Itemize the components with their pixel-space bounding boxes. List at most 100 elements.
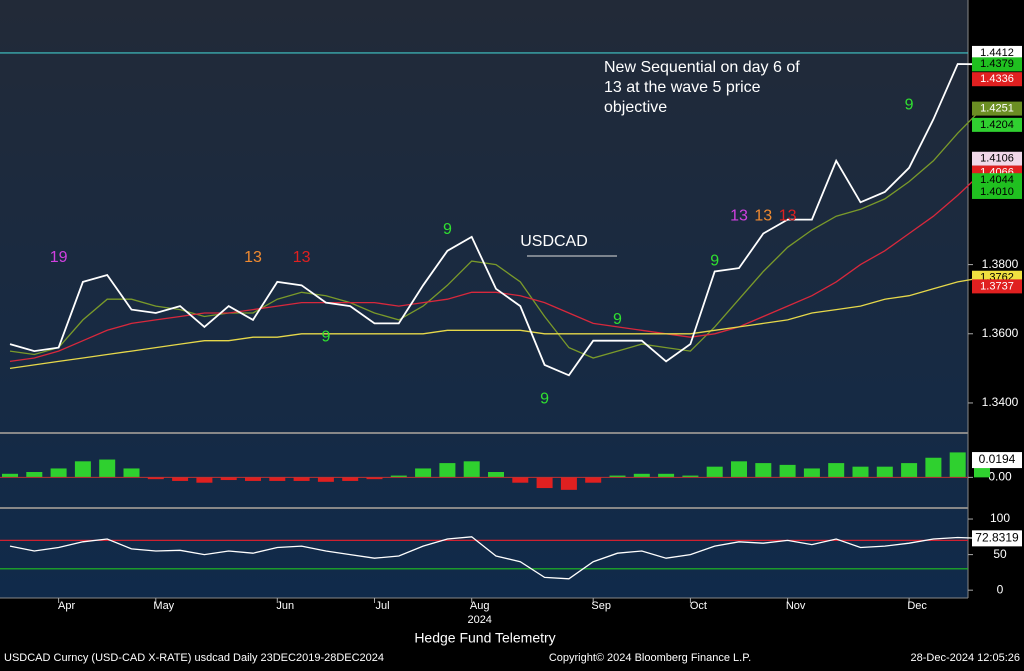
bar <box>390 475 407 478</box>
x-tick-label: Apr <box>58 600 75 612</box>
sequential-count: 9 <box>443 221 452 238</box>
brand: Hedge Fund Telemetry <box>414 630 555 646</box>
price-tag-label: 1.4010 <box>980 186 1014 198</box>
sequential-count: 9 <box>905 97 914 114</box>
bar <box>99 459 116 478</box>
copyright: Copyright© 2024 Bloomberg Finance L.P. <box>549 652 751 664</box>
annotation: New Sequential on day 6 of 13 at the wav… <box>604 59 800 116</box>
x-tick-label: Oct <box>690 600 707 612</box>
bar <box>658 473 675 478</box>
x-tick-label: Dec <box>907 600 927 612</box>
plot-background <box>0 0 968 598</box>
bar <box>925 457 942 478</box>
bar <box>633 473 650 478</box>
bar <box>488 472 504 478</box>
bar <box>852 466 869 478</box>
bar <box>366 477 383 480</box>
bar <box>74 461 91 478</box>
y-tick-label: 100 <box>990 511 1010 525</box>
sequential-count: 13 <box>730 207 748 224</box>
price-tag-label: 1.4336 <box>980 73 1014 85</box>
bar <box>123 468 140 478</box>
price-tag <box>972 184 1022 199</box>
timestamp: 28-Dec-2024 12:05:26 <box>911 652 1020 664</box>
sequential-count: 13 <box>754 207 772 224</box>
series-line <box>9 536 983 580</box>
security-info: USDCAD Curncy (USD-CAD X-RATE) usdcad Da… <box>4 652 384 664</box>
price-tag-label: 1.4204 <box>980 119 1014 131</box>
bar <box>585 477 602 483</box>
x-tick-label: Jun <box>276 600 294 612</box>
bar <box>245 477 261 481</box>
bar <box>803 468 820 478</box>
last-value-tag <box>972 530 1022 547</box>
bar <box>512 477 529 483</box>
bar <box>876 466 893 478</box>
bar <box>269 477 286 481</box>
y-tick-label: 50 <box>993 547 1007 561</box>
price-tag-label: 1.4106 <box>980 153 1014 165</box>
bar <box>220 477 237 481</box>
bar <box>172 477 189 481</box>
sequential-count: 9 <box>321 328 330 345</box>
price-tag <box>972 101 1022 116</box>
price-tag <box>972 72 1022 87</box>
last-value-label: 72.8319 <box>975 531 1019 545</box>
x-tick-label: Sep <box>591 600 611 612</box>
bar <box>342 477 359 481</box>
y-tick-label: 1.3800 <box>982 257 1019 271</box>
price-tag-label: 1.4251 <box>980 103 1014 115</box>
y-tick-label: 1.3400 <box>982 395 1019 409</box>
sequential-count: 9 <box>540 391 549 408</box>
price-tag <box>972 173 1022 188</box>
series-line <box>9 172 983 363</box>
price-tag <box>972 117 1022 132</box>
sequential-count: 13 <box>779 207 797 224</box>
bar <box>779 464 796 478</box>
axis-background <box>968 0 1024 598</box>
bar <box>755 463 772 478</box>
price-tag-label: 1.4379 <box>980 58 1014 70</box>
bar <box>2 473 18 478</box>
bar <box>828 463 845 478</box>
sequential-count: 9 <box>710 252 719 269</box>
price-tag-label: 1.3737 <box>980 280 1014 292</box>
sequential-count: 19 <box>50 249 68 266</box>
y-tick-label: 1.3600 <box>982 326 1019 340</box>
sequential-count: 9 <box>613 311 622 328</box>
bar <box>901 463 918 478</box>
y-tick-label: 0.00 <box>988 470 1012 484</box>
bar <box>26 472 43 478</box>
bar <box>560 477 577 490</box>
bar <box>293 477 310 481</box>
price-tag-label: 1.4412 <box>980 47 1014 59</box>
bar <box>949 452 966 478</box>
bar <box>536 477 553 489</box>
price-tag <box>972 57 1022 72</box>
sequential-count: 13 <box>244 249 262 266</box>
year-label: 2024 <box>467 614 491 626</box>
bar <box>147 477 164 480</box>
bar <box>439 463 456 478</box>
bar <box>50 468 67 478</box>
sequential-count: 13 <box>293 249 311 266</box>
x-tick-label: Jul <box>375 600 389 612</box>
price-tag <box>972 45 1022 60</box>
x-tick-label: Aug <box>470 600 490 612</box>
last-value-label: 0.0194 <box>979 452 1016 466</box>
bar <box>682 475 699 478</box>
bar <box>463 461 480 478</box>
chart-title: USDCAD <box>520 233 588 250</box>
price-tag <box>972 279 1022 294</box>
bar <box>196 477 213 483</box>
annotation-box: New Sequential on day 6 of 13 at the wav… <box>604 59 800 116</box>
bar <box>317 477 334 482</box>
price-tag <box>972 151 1022 166</box>
x-tick-label: Nov <box>786 600 806 612</box>
bar <box>706 466 723 478</box>
series-line <box>9 63 983 377</box>
bar <box>731 461 747 478</box>
last-value-tag <box>972 452 1022 469</box>
y-tick-label: 0 <box>997 582 1004 596</box>
